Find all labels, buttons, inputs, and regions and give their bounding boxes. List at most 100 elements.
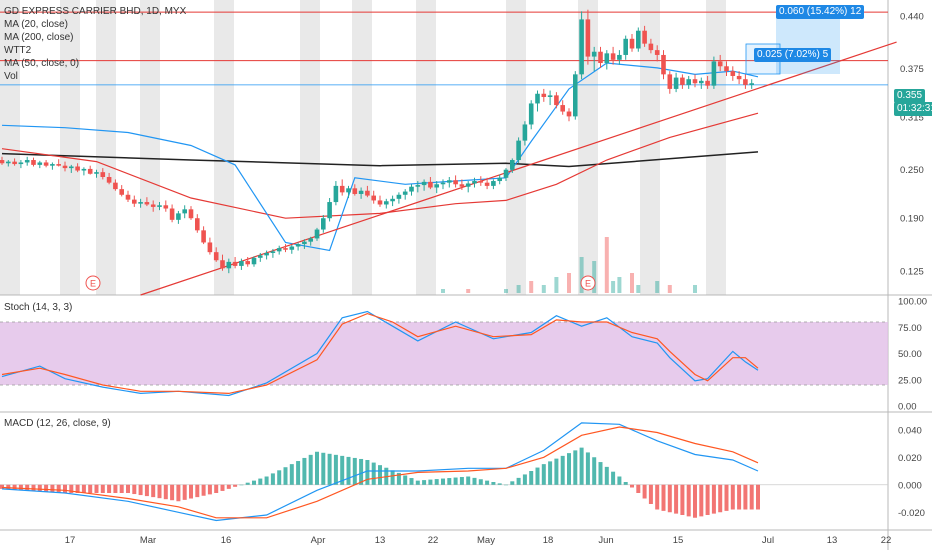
measure-outer-label[interactable]: 0.060 (15.42%) 12 bbox=[776, 5, 865, 19]
stoch-pane bbox=[0, 310, 888, 397]
macd-histogram-bar bbox=[157, 484, 162, 499]
macd-pane bbox=[0, 422, 888, 522]
time-tick-label: 13 bbox=[375, 535, 386, 546]
candle-body bbox=[358, 190, 364, 194]
countdown-tag: 01:32:31 bbox=[894, 102, 932, 116]
measure-inner-label[interactable]: 0.025 (7.02%) 5 bbox=[754, 48, 832, 62]
candle-body bbox=[547, 95, 553, 97]
macd-histogram-bar bbox=[25, 484, 30, 491]
candle-body bbox=[270, 251, 276, 253]
time-tick-label: 15 bbox=[673, 535, 684, 546]
indicator-ma200[interactable]: MA (200, close) bbox=[4, 32, 74, 43]
candle-body bbox=[24, 160, 30, 163]
macd-histogram-bar bbox=[674, 484, 679, 514]
macd-histogram-bar bbox=[327, 453, 332, 485]
volume-bar bbox=[554, 277, 559, 293]
earnings-label: E bbox=[585, 279, 591, 289]
volume-bar bbox=[693, 285, 697, 293]
macd-histogram-bar bbox=[504, 484, 508, 486]
volume-bar bbox=[567, 273, 571, 293]
macd-histogram-bar bbox=[699, 484, 704, 517]
candle-body bbox=[717, 61, 723, 67]
moving-averages bbox=[1, 41, 897, 296]
candle-body bbox=[69, 166, 74, 169]
candle-body bbox=[100, 172, 106, 177]
indicator-ma20[interactable]: MA (20, close) bbox=[4, 19, 68, 30]
indicator-ma50[interactable]: MA (50, close, 0) bbox=[4, 58, 80, 69]
candle-body bbox=[56, 164, 61, 166]
macd-label[interactable]: MACD (12, 26, close, 9) bbox=[4, 418, 111, 429]
macd-histogram-bar bbox=[126, 484, 130, 493]
candle-body bbox=[730, 71, 736, 76]
macd-histogram-bar bbox=[705, 484, 710, 515]
macd-histogram-bar bbox=[585, 452, 590, 485]
candle-body bbox=[346, 188, 351, 193]
macd-histogram-bar bbox=[573, 450, 578, 485]
macd-histogram-bar bbox=[189, 484, 193, 499]
session-band bbox=[352, 0, 372, 295]
macd-histogram-bar bbox=[107, 484, 112, 493]
candle-body bbox=[541, 93, 547, 97]
candle-body bbox=[636, 30, 641, 49]
macd-histogram-bar bbox=[459, 477, 464, 485]
volume-bars bbox=[441, 237, 697, 293]
price-tick-label: 0.190 bbox=[900, 214, 924, 225]
macd-histogram-bar bbox=[283, 467, 288, 485]
macd-histogram-bar bbox=[315, 451, 319, 485]
volume-bar bbox=[529, 281, 534, 293]
ma200-line bbox=[1, 151, 759, 168]
macd-histogram-bar bbox=[396, 472, 401, 485]
ma50-line bbox=[1, 112, 759, 219]
macd-histogram-bar bbox=[163, 484, 168, 500]
candle-body bbox=[585, 19, 591, 57]
candle-body bbox=[648, 43, 654, 51]
macd-histogram-bar bbox=[655, 484, 660, 510]
time-tick-label: May bbox=[477, 535, 495, 546]
macd-histogram-bar bbox=[12, 484, 17, 490]
candle-body bbox=[264, 252, 269, 256]
indicator-vol[interactable]: Vol bbox=[4, 71, 18, 82]
macd-histogram-bar bbox=[182, 484, 187, 500]
macd-histogram-bar bbox=[289, 464, 294, 485]
session-band bbox=[96, 0, 116, 295]
macd-tick-label: -0.020 bbox=[898, 508, 925, 519]
volume-bar bbox=[504, 289, 508, 293]
macd-histogram-bar bbox=[466, 476, 471, 485]
macd-histogram-bar bbox=[453, 477, 458, 485]
candle-body bbox=[339, 185, 345, 193]
candle-body bbox=[421, 181, 427, 186]
volume-bar bbox=[592, 261, 597, 293]
session-band bbox=[300, 0, 320, 295]
current-price-tag: 0.355 bbox=[894, 89, 926, 103]
macd-histogram-bar bbox=[724, 484, 729, 511]
macd-histogram-bar bbox=[56, 484, 61, 493]
macd-histogram-bar bbox=[346, 456, 351, 485]
macd-histogram-bar bbox=[510, 481, 515, 485]
macd-histogram-bar bbox=[667, 484, 672, 513]
candle-body bbox=[81, 168, 87, 171]
horizontal-levels[interactable] bbox=[0, 11, 888, 86]
macd-histogram-bar bbox=[308, 454, 313, 485]
candle-body bbox=[377, 200, 383, 205]
candle-body bbox=[37, 162, 43, 165]
macd-histogram-bar bbox=[113, 484, 118, 493]
volume-bar bbox=[579, 257, 584, 293]
earnings-label: E bbox=[90, 279, 96, 289]
macd-histogram-bar bbox=[636, 484, 641, 493]
macd-histogram-bar bbox=[661, 484, 666, 511]
time-tick-label: Jun bbox=[598, 535, 613, 546]
candle-body bbox=[12, 161, 17, 165]
macd-histogram-bar bbox=[50, 484, 55, 493]
volume-bar bbox=[617, 277, 622, 293]
macd-histogram-bar bbox=[447, 478, 452, 485]
indicator-wtt2[interactable]: WTT2 bbox=[4, 45, 32, 56]
candle-body bbox=[598, 51, 603, 64]
stoch-label[interactable]: Stoch (14, 3, 3) bbox=[4, 302, 73, 313]
candle-body bbox=[673, 77, 679, 89]
time-tick-label: 13 bbox=[827, 535, 838, 546]
macd-histogram-bar bbox=[333, 454, 338, 485]
candle-body bbox=[258, 255, 263, 258]
candle-body bbox=[396, 194, 402, 199]
